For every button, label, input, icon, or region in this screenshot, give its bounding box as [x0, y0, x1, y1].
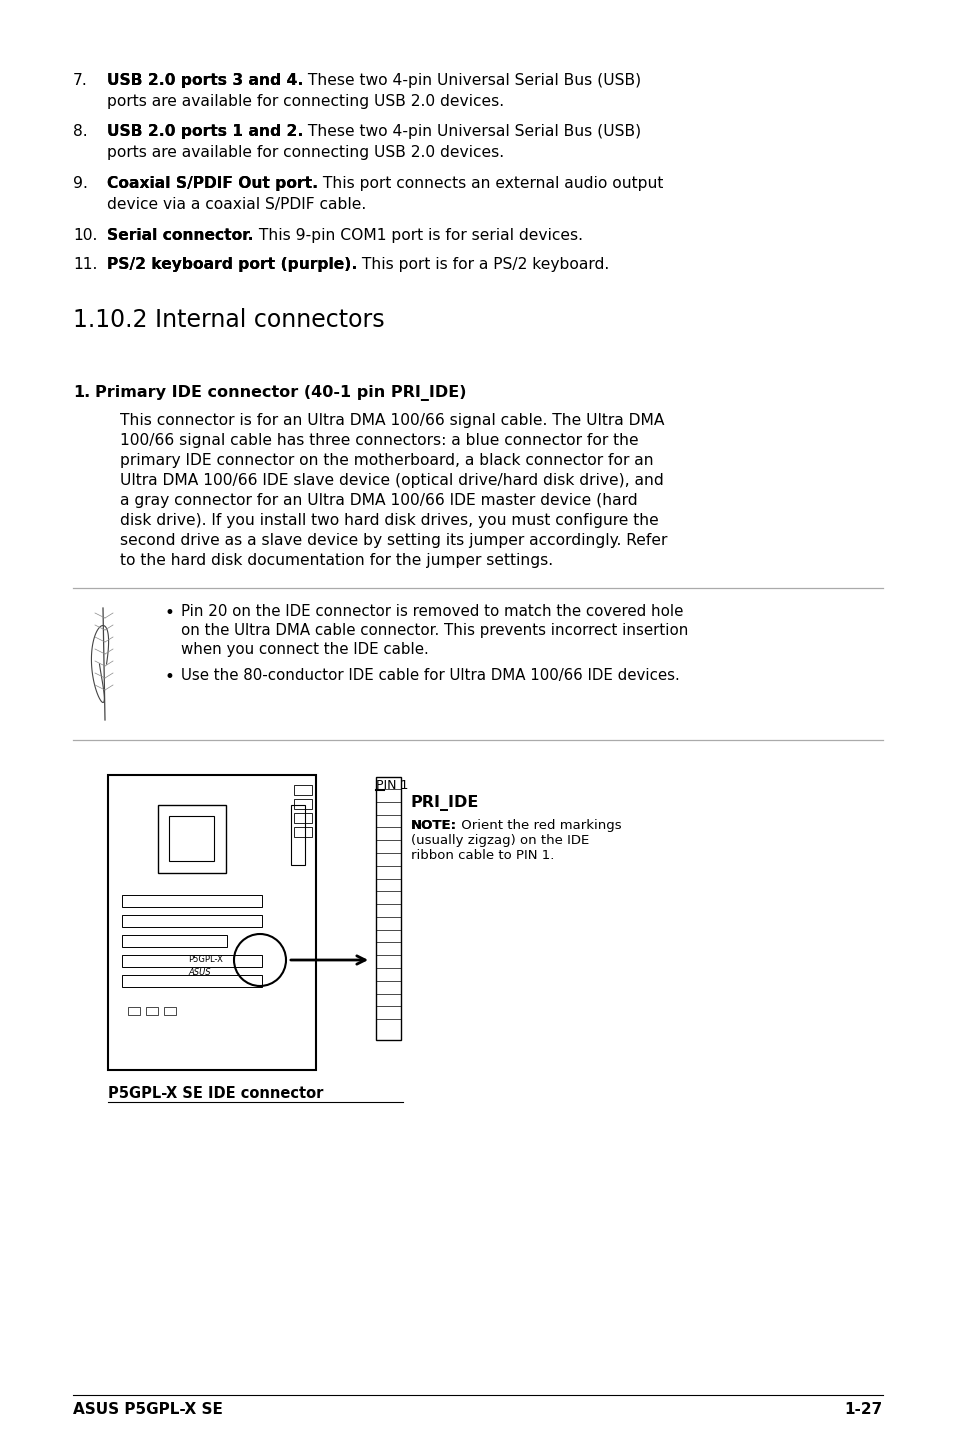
- Text: USB 2.0 ports 3 and 4.: USB 2.0 ports 3 and 4.: [107, 73, 303, 88]
- Text: Serial connector.: Serial connector.: [107, 229, 253, 243]
- Text: PS/2 keyboard port (purple).: PS/2 keyboard port (purple).: [107, 257, 357, 272]
- Text: 9.: 9.: [73, 175, 88, 191]
- Text: ports are available for connecting USB 2.0 devices.: ports are available for connecting USB 2…: [107, 93, 503, 109]
- Text: ASUS P5GPL-X SE: ASUS P5GPL-X SE: [73, 1402, 223, 1416]
- Bar: [158, 805, 226, 873]
- Bar: [375, 777, 400, 1040]
- Bar: [122, 915, 262, 928]
- Text: This port is for a PS/2 keyboard.: This port is for a PS/2 keyboard.: [357, 257, 609, 272]
- Text: 100/66 signal cable has three connectors: a blue connector for the: 100/66 signal cable has three connectors…: [120, 433, 638, 449]
- Text: to the hard disk documentation for the jumper settings.: to the hard disk documentation for the j…: [120, 554, 553, 568]
- Bar: [122, 935, 227, 948]
- Text: Serial connector.: Serial connector.: [107, 229, 253, 243]
- Text: NOTE:: NOTE:: [411, 820, 456, 833]
- Text: ASUS: ASUS: [188, 968, 211, 976]
- Bar: [291, 805, 305, 866]
- Text: when you connect the IDE cable.: when you connect the IDE cable.: [181, 641, 428, 657]
- Text: USB 2.0 ports 1 and 2.: USB 2.0 ports 1 and 2.: [107, 124, 303, 139]
- Text: 10.: 10.: [73, 229, 97, 243]
- Text: These two 4-pin Universal Serial Bus (USB): These two 4-pin Universal Serial Bus (US…: [303, 73, 640, 88]
- Text: PRI_IDE: PRI_IDE: [411, 795, 478, 811]
- Text: primary IDE connector on the motherboard, a black connector for an: primary IDE connector on the motherboard…: [120, 453, 653, 467]
- Bar: [294, 812, 312, 823]
- Text: Use the 80-conductor IDE cable for Ultra DMA 100/66 IDE devices.: Use the 80-conductor IDE cable for Ultra…: [181, 669, 679, 683]
- Bar: [164, 1007, 175, 1015]
- Bar: [169, 815, 213, 861]
- Text: P5GPL-X SE IDE connector: P5GPL-X SE IDE connector: [108, 1086, 323, 1102]
- Text: PS/2 keyboard port (purple).: PS/2 keyboard port (purple).: [107, 257, 357, 272]
- Text: a gray connector for an Ultra DMA 100/66 IDE master device (hard: a gray connector for an Ultra DMA 100/66…: [120, 493, 637, 508]
- Text: •: •: [165, 604, 174, 623]
- Text: These two 4-pin Universal Serial Bus (USB): These two 4-pin Universal Serial Bus (US…: [303, 124, 640, 139]
- Text: USB 2.0 ports 1 and 2.: USB 2.0 ports 1 and 2.: [107, 124, 303, 139]
- Text: This connector is for an Ultra DMA 100/66 signal cable. The Ultra DMA: This connector is for an Ultra DMA 100/6…: [120, 413, 664, 429]
- Text: 8.: 8.: [73, 124, 88, 139]
- Bar: [122, 975, 262, 986]
- Text: P5GPL-X: P5GPL-X: [188, 955, 223, 963]
- Bar: [108, 775, 315, 1070]
- Text: (usually zigzag) on the IDE: (usually zigzag) on the IDE: [411, 834, 589, 847]
- Text: This 9-pin COM1 port is for serial devices.: This 9-pin COM1 port is for serial devic…: [253, 229, 582, 243]
- Text: 1-27: 1-27: [843, 1402, 882, 1416]
- Bar: [294, 800, 312, 810]
- Text: Coaxial S/PDIF Out port.: Coaxial S/PDIF Out port.: [107, 175, 317, 191]
- Text: ports are available for connecting USB 2.0 devices.: ports are available for connecting USB 2…: [107, 145, 503, 160]
- Bar: [128, 1007, 140, 1015]
- Text: 1.10.2 Internal connectors: 1.10.2 Internal connectors: [73, 308, 384, 332]
- Text: NOTE:: NOTE:: [411, 820, 456, 833]
- Bar: [294, 785, 312, 795]
- Text: 11.: 11.: [73, 257, 97, 272]
- Text: device via a coaxial S/PDIF cable.: device via a coaxial S/PDIF cable.: [107, 197, 366, 211]
- Text: •: •: [165, 669, 174, 686]
- Text: 1.: 1.: [73, 385, 91, 400]
- Text: Pin 20 on the IDE connector is removed to match the covered hole: Pin 20 on the IDE connector is removed t…: [181, 604, 682, 618]
- Text: PIN 1: PIN 1: [375, 779, 408, 792]
- Text: Orient the red markings: Orient the red markings: [456, 820, 621, 833]
- Text: Primary IDE connector (40-1 pin PRI_IDE): Primary IDE connector (40-1 pin PRI_IDE): [95, 385, 466, 401]
- Bar: [294, 827, 312, 837]
- Text: Ultra DMA 100/66 IDE slave device (optical drive/hard disk drive), and: Ultra DMA 100/66 IDE slave device (optic…: [120, 473, 663, 487]
- Text: second drive as a slave device by setting its jumper accordingly. Refer: second drive as a slave device by settin…: [120, 533, 667, 548]
- Text: on the Ultra DMA cable connector. This prevents incorrect insertion: on the Ultra DMA cable connector. This p…: [181, 623, 688, 638]
- Text: disk drive). If you install two hard disk drives, you must configure the: disk drive). If you install two hard dis…: [120, 513, 659, 528]
- Text: 7.: 7.: [73, 73, 88, 88]
- Text: Coaxial S/PDIF Out port.: Coaxial S/PDIF Out port.: [107, 175, 317, 191]
- Text: This port connects an external audio output: This port connects an external audio out…: [317, 175, 662, 191]
- Bar: [122, 894, 262, 907]
- Bar: [122, 955, 262, 966]
- Bar: [146, 1007, 158, 1015]
- Text: USB 2.0 ports 3 and 4.: USB 2.0 ports 3 and 4.: [107, 73, 303, 88]
- Text: ribbon cable to PIN 1.: ribbon cable to PIN 1.: [411, 848, 554, 861]
